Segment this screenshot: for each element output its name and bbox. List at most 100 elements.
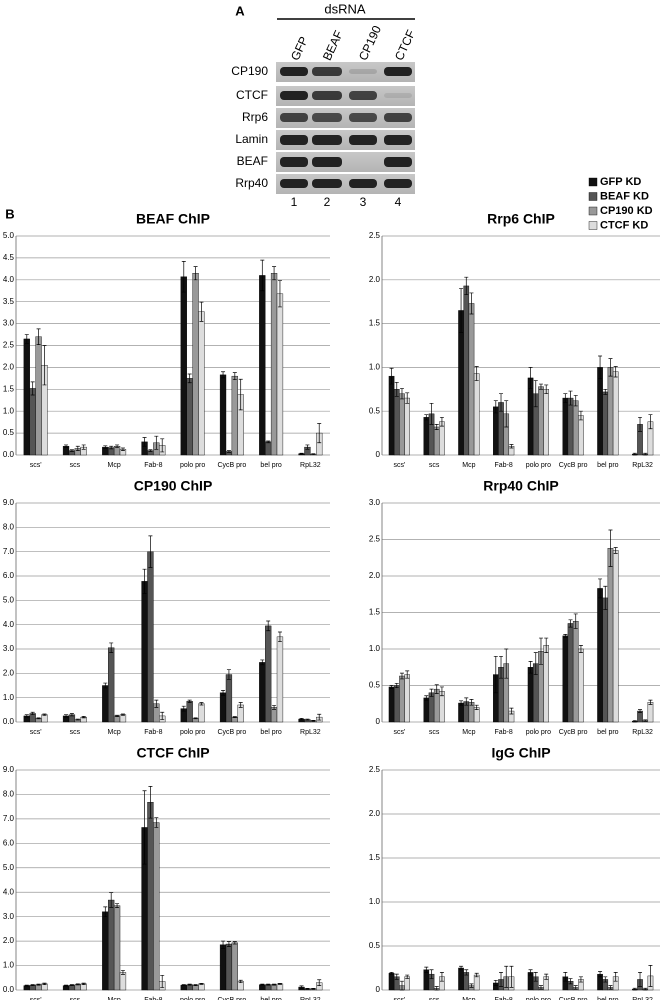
error-bar — [221, 371, 226, 379]
error-bar — [24, 334, 29, 344]
y-tick-label: 7.0 — [3, 547, 15, 556]
panel-label: B — [5, 206, 14, 221]
error-bar — [459, 288, 464, 333]
error-bar — [608, 358, 613, 377]
error-bar — [30, 711, 35, 716]
y-tick-label: 6.0 — [3, 571, 15, 580]
error-bar — [429, 402, 434, 425]
bar — [458, 702, 464, 723]
x-tick-label: CycB pro — [559, 729, 588, 736]
error-bar — [424, 414, 429, 421]
error-bar — [272, 705, 277, 710]
chart-title: IgG ChIP — [491, 745, 550, 761]
error-bar — [299, 718, 304, 721]
error-bar — [439, 416, 444, 427]
error-bar — [493, 979, 498, 986]
error-bar — [613, 547, 618, 554]
y-tick-label: 5.0 — [3, 863, 15, 872]
error-bar — [424, 695, 429, 701]
error-bar — [434, 986, 439, 991]
x-tick-label: Fab-8 — [144, 462, 162, 469]
lane-number: 3 — [360, 195, 367, 209]
x-tick-label: CycB pro — [217, 729, 246, 736]
x-tick-label: scs' — [393, 997, 405, 1000]
y-tick-label: 1.0 — [369, 897, 381, 906]
error-bar — [187, 983, 192, 986]
x-tick-label: CycB pro — [217, 997, 246, 1000]
x-tick-label: polo pro — [180, 729, 205, 736]
x-tick-label: RpL32 — [632, 462, 653, 469]
bar — [399, 393, 405, 456]
y-tick-label: 1.5 — [3, 384, 15, 393]
error-bar — [81, 716, 86, 719]
x-tick-label: Fab-8 — [494, 729, 512, 736]
error-bar — [115, 444, 120, 448]
error-bar — [603, 585, 608, 610]
row-label: BEAF — [237, 154, 268, 168]
bar — [423, 697, 430, 723]
bar — [276, 636, 284, 723]
error-bar — [504, 400, 509, 428]
bar — [597, 588, 603, 723]
chart-title: Rrp40 ChIP — [483, 478, 558, 494]
error-bar — [148, 535, 153, 568]
x-tick-label: bel pro — [597, 729, 619, 736]
bar — [428, 692, 435, 723]
y-tick-label: 6.0 — [3, 838, 15, 847]
error-bar — [578, 645, 583, 653]
x-tick-label: bel pro — [260, 729, 282, 736]
bar — [527, 667, 534, 723]
error-bar — [459, 965, 464, 971]
error-bar — [598, 578, 603, 599]
error-bar — [238, 378, 243, 411]
error-bar — [429, 688, 434, 697]
error-bar — [469, 699, 474, 706]
error-bar — [266, 983, 271, 986]
error-bar — [42, 345, 47, 386]
y-tick-label: 0.0 — [3, 717, 15, 726]
error-bar — [603, 976, 608, 983]
error-bar — [311, 987, 316, 990]
error-bar — [499, 972, 504, 987]
y-tick-label: 5.0 — [3, 231, 15, 240]
y-tick-label: 9.0 — [3, 498, 15, 507]
error-bar — [493, 655, 498, 694]
error-bar — [464, 969, 469, 976]
bar — [259, 662, 266, 723]
x-tick-label: scs' — [393, 729, 405, 736]
error-bar — [305, 718, 310, 721]
error-bar — [504, 965, 509, 988]
bar — [186, 701, 193, 723]
lane-label: GFP — [288, 34, 311, 62]
error-bar — [221, 940, 226, 949]
x-tick-label: bel pro — [260, 997, 282, 1000]
y-tick-label: 0.5 — [369, 941, 381, 950]
panel-label: A — [235, 3, 245, 18]
x-tick-label: Fab-8 — [494, 462, 512, 469]
error-bar — [148, 449, 153, 452]
y-tick-label: 1.5 — [369, 319, 381, 328]
chart-title: BEAF ChIP — [136, 211, 210, 227]
error-bar — [160, 438, 165, 453]
error-bar — [64, 444, 69, 448]
bar — [74, 984, 81, 991]
y-tick-label: 1.0 — [369, 644, 381, 653]
bar — [219, 944, 227, 991]
chart-title: CP190 ChIP — [134, 478, 213, 494]
bar — [23, 338, 30, 456]
bar — [647, 702, 654, 723]
bar — [113, 905, 121, 991]
x-tick-label: polo pro — [526, 729, 551, 736]
row-labels: CP190 CTCF Rrp6 Lamin BEAF Rrp40 — [231, 64, 268, 190]
y-tick-label: 4.0 — [3, 887, 15, 896]
x-tick-label: CycB pro — [559, 462, 588, 469]
x-tick-label: RpL32 — [632, 997, 653, 1000]
error-bar — [81, 982, 86, 985]
x-tick-label: bel pro — [597, 462, 619, 469]
bar — [612, 550, 619, 723]
bar — [393, 389, 400, 456]
row-label: CTCF — [236, 88, 268, 102]
error-bar — [120, 447, 125, 451]
error-bar — [193, 266, 198, 281]
